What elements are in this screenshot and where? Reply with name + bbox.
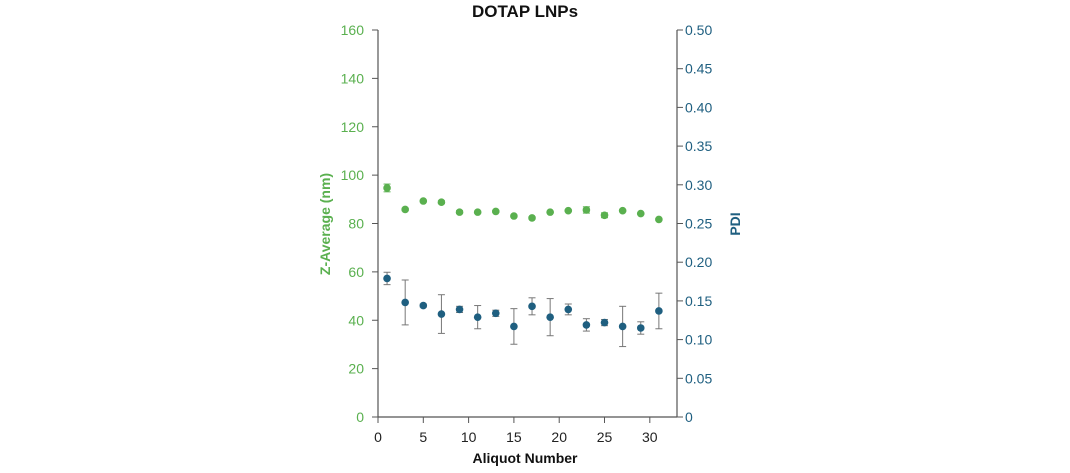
y-right-tick-label: 0.50 — [685, 22, 712, 38]
y-right-tick-label: 0.35 — [685, 138, 712, 154]
pdi-point — [546, 313, 554, 321]
zavg-point — [510, 212, 518, 220]
x-tick-label: 10 — [461, 429, 477, 445]
pdi-point — [491, 309, 500, 318]
x-axis-label: Aliquot Number — [473, 450, 579, 466]
pdi-point — [401, 298, 409, 307]
x-tick-label: 15 — [506, 429, 522, 445]
zavg-point — [401, 205, 409, 214]
marks-group — [383, 183, 663, 348]
pdi-point — [636, 324, 645, 332]
y-right-tick-label: 0.15 — [685, 293, 712, 309]
x-tick-label: 25 — [597, 429, 613, 445]
zavg-point — [636, 209, 645, 218]
y-left-tick-label: 40 — [348, 312, 364, 328]
y-axis-left-label: Z-Average (nm) — [317, 173, 333, 275]
zavg-point — [437, 198, 446, 207]
y-right-tick-label: 0 — [685, 409, 693, 425]
x-tick-label: 5 — [419, 429, 427, 445]
pdi-point — [473, 313, 482, 321]
zavg-point — [455, 208, 464, 216]
ticks-group: 02040608010012014016000.050.100.150.200.… — [341, 22, 713, 445]
zavg-point — [546, 208, 554, 216]
y-right-tick-label: 0.45 — [685, 61, 712, 77]
y-left-tick-label: 140 — [341, 70, 365, 86]
zavg-point — [655, 215, 663, 224]
pdi-point — [419, 301, 428, 310]
y-right-tick-label: 0.40 — [685, 99, 712, 115]
zavg-point — [473, 208, 482, 216]
pdi-point — [655, 307, 663, 315]
zavg-point — [618, 206, 627, 215]
pdi-point — [600, 318, 609, 327]
pdi-point — [564, 305, 573, 314]
zavg-point — [528, 214, 536, 222]
pdi-point — [582, 321, 591, 329]
pdi-point — [437, 310, 446, 318]
y-left-tick-label: 120 — [341, 119, 365, 135]
zavg-point — [600, 211, 609, 220]
pdi-point — [383, 274, 391, 283]
zavg-point — [419, 197, 428, 205]
chart-title: DOTAP LNPs — [472, 2, 578, 21]
y-right-tick-label: 0.20 — [685, 254, 712, 270]
zavg-point — [383, 184, 391, 192]
y-left-tick-label: 80 — [348, 216, 364, 232]
pdi-point — [510, 322, 518, 331]
x-tick-label: 0 — [374, 429, 382, 445]
pdi-point — [618, 322, 627, 331]
y-left-tick-label: 20 — [348, 361, 364, 377]
axes-group — [377, 30, 678, 418]
y-left-tick-label: 100 — [341, 167, 365, 183]
y-right-tick-label: 0.30 — [685, 177, 712, 193]
y-right-tick-label: 0.05 — [685, 370, 712, 386]
y-left-tick-label: 160 — [341, 22, 365, 38]
y-right-tick-label: 0.10 — [685, 332, 712, 348]
zavg-point — [582, 206, 591, 214]
zavg-point — [564, 206, 573, 215]
y-left-tick-label: 60 — [348, 264, 364, 280]
pdi-point — [455, 305, 464, 314]
y-right-tick-label: 0.25 — [685, 216, 712, 232]
zavg-point — [491, 207, 500, 216]
pdi-point — [528, 302, 536, 311]
x-tick-label: 30 — [642, 429, 658, 445]
y-axis-right-label: PDI — [727, 212, 743, 235]
x-tick-label: 20 — [551, 429, 567, 445]
y-left-tick-label: 0 — [356, 409, 364, 425]
